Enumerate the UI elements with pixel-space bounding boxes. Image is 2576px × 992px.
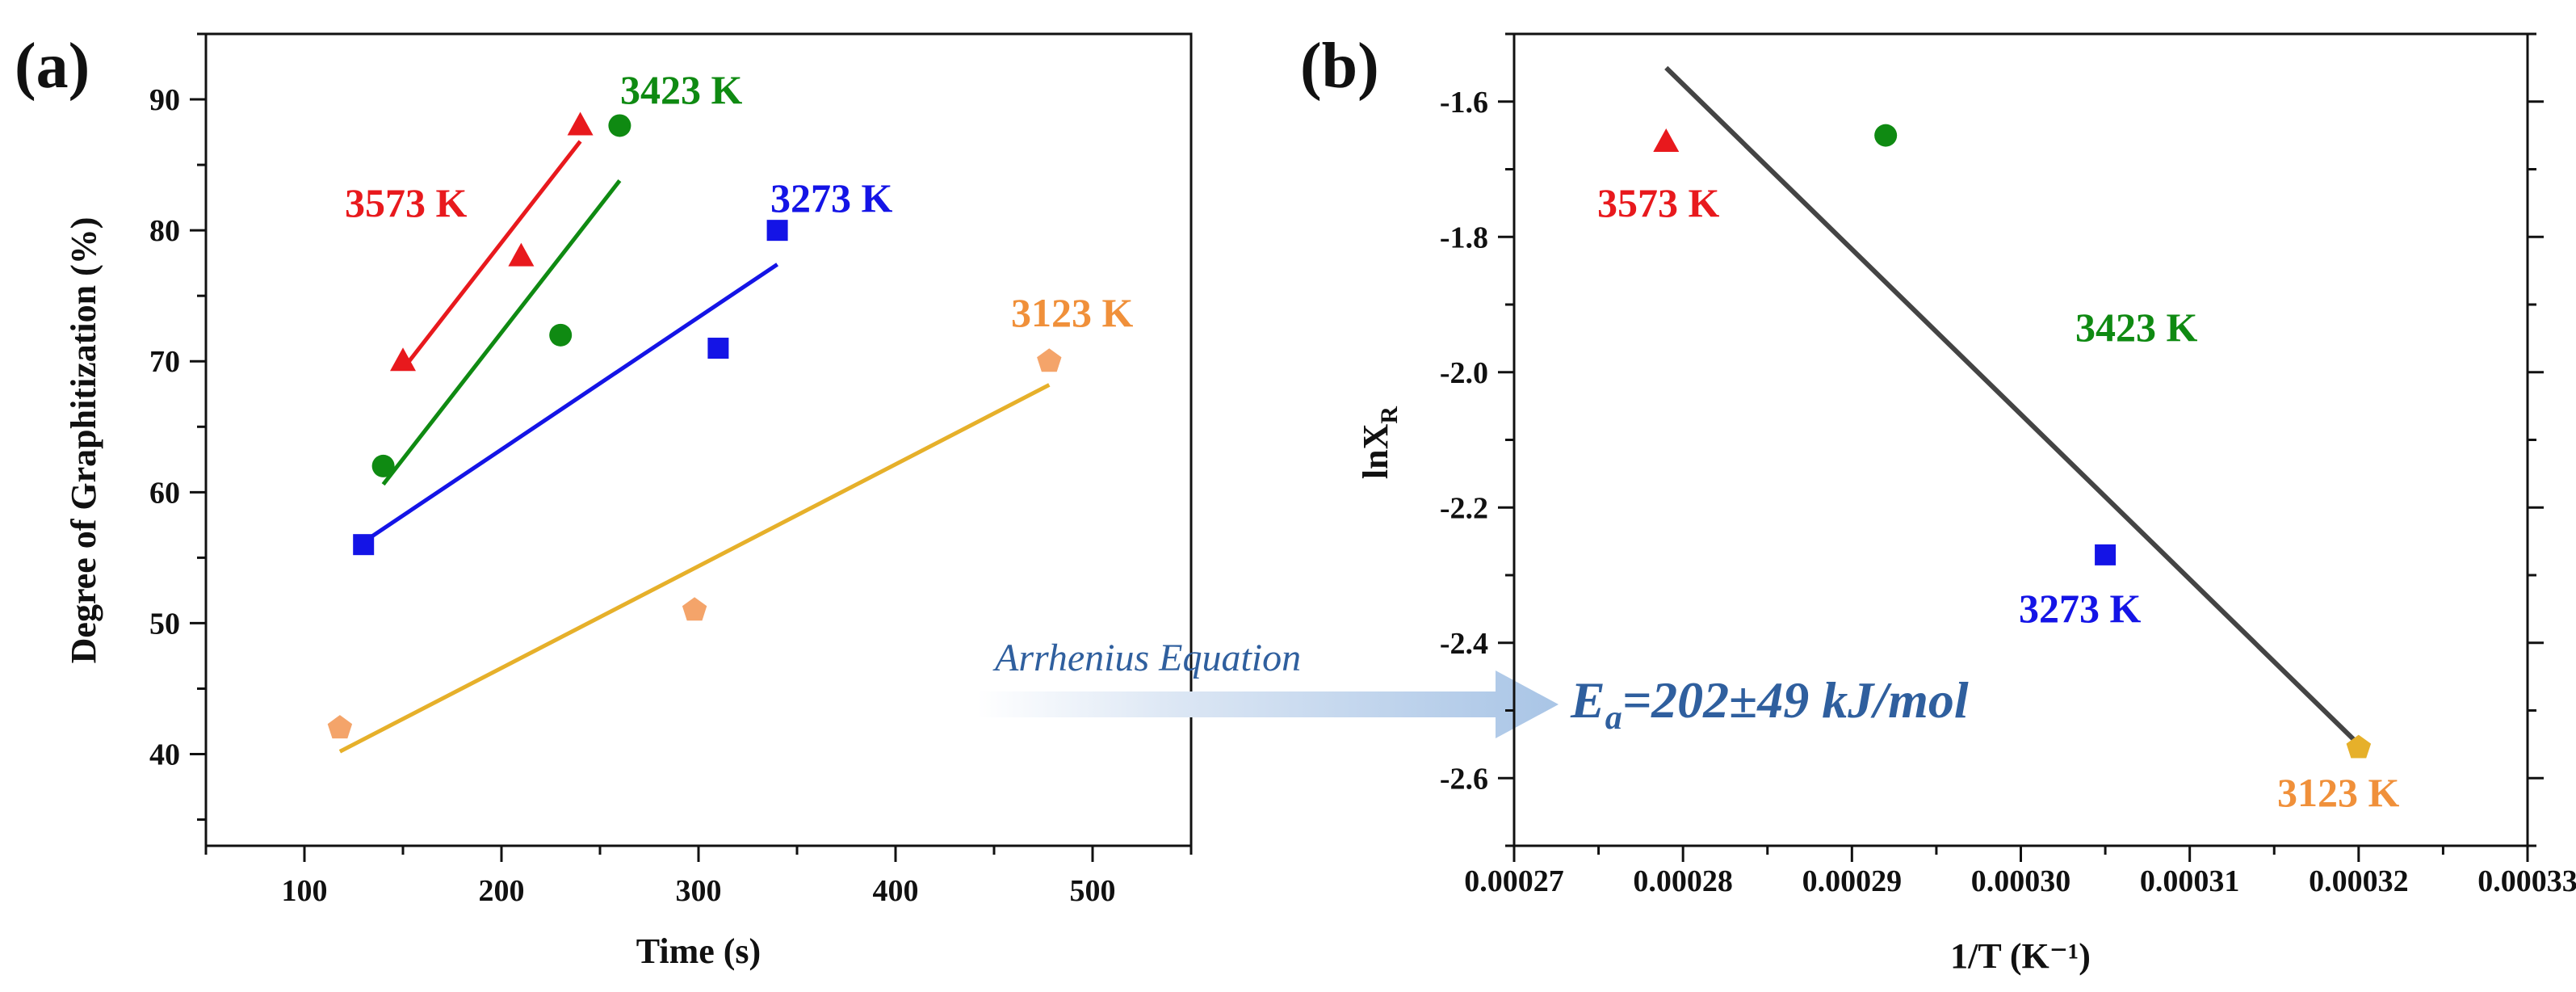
panel-b-x-title: 1/T (K⁻¹) <box>1950 936 2091 976</box>
panel-a-frame <box>204 32 1193 847</box>
data-point-3423K <box>1874 124 1898 147</box>
data-point-3123K <box>327 715 353 739</box>
x-tick-label: 500 <box>1070 874 1116 908</box>
arrhenius-label: Arrhenius Equation <box>992 637 1301 679</box>
panel-b-fit-line <box>1664 65 2360 746</box>
label-a-3273: 3273 K <box>770 175 893 221</box>
panel-b-y-title-sub: R <box>1376 406 1403 424</box>
data-point-3423K <box>371 454 395 477</box>
ea-subscript: a <box>1605 700 1622 737</box>
label-b-3273: 3273 K <box>2019 586 2142 631</box>
fit-line-3423K <box>381 179 622 486</box>
fit-line-3123K <box>338 383 1051 754</box>
data-point-3123K <box>682 597 707 621</box>
data-point-3273K <box>766 220 788 242</box>
fit-line-3573K <box>401 140 582 371</box>
label-a-3123: 3123 K <box>1011 290 1134 335</box>
label-b-3123: 3123 K <box>2277 770 2400 815</box>
data-point-3273K <box>707 338 729 359</box>
activation-energy-text: Ea=202±49 kJ/mol <box>1570 671 1969 737</box>
y-tick-label: 60 <box>149 476 180 510</box>
y-tick-label: -1.6 <box>1440 86 1488 120</box>
y-tick-label: 70 <box>149 345 180 379</box>
panel-b-y-title-main: lnX <box>1356 423 1395 479</box>
label-b-3573: 3573 K <box>1597 180 1720 225</box>
x-tick-label: 0.00030 <box>1971 864 2071 898</box>
y-tick-label: -1.8 <box>1440 221 1488 254</box>
data-point-3123K <box>2346 734 2372 759</box>
panel-b-label: (b) <box>1300 31 1379 102</box>
panel-b-y-ticks: -1.6 -1.8 -2.0 -2.2 -2.4 -2.6 <box>1440 32 2544 847</box>
data-point-3123K <box>1037 348 1062 372</box>
data-point-3273K <box>2095 544 2117 565</box>
label-a-3573: 3573 K <box>345 180 468 225</box>
y-tick-label: -2.4 <box>1440 627 1488 661</box>
data-point-3573K <box>567 111 594 136</box>
data-point-3423K <box>608 114 631 137</box>
panel-b-points <box>1653 124 2372 759</box>
label-a-3423: 3423 K <box>620 67 743 112</box>
y-tick-label: 40 <box>149 738 180 772</box>
x-tick-label: 0.00029 <box>1802 864 1903 898</box>
panel-a-x-ticks: 100 200 300 400 500 <box>204 846 1193 908</box>
panel-b-y-title: lnXR <box>1356 406 1403 479</box>
panel-a-x-title: Time (s) <box>636 931 761 971</box>
y-tick-label: 50 <box>149 607 180 641</box>
ea-rest: =202±49 kJ/mol <box>1622 671 1969 729</box>
x-tick-label: 0.00027 <box>1464 864 1564 898</box>
x-tick-label: 0.00031 <box>2140 864 2240 898</box>
x-tick-label: 100 <box>282 874 328 908</box>
panel-a-points <box>327 111 1062 739</box>
y-tick-label: 80 <box>149 214 180 248</box>
panel-b-x-ticks: 0.00027 0.00028 0.00029 0.00030 0.00031 0.000… <box>1464 846 2576 898</box>
data-point-3573K <box>390 347 416 372</box>
y-tick-label: -2.2 <box>1440 491 1488 525</box>
y-tick-label: -2.6 <box>1440 762 1488 796</box>
x-tick-label: 300 <box>676 874 722 908</box>
x-tick-label: 400 <box>873 874 919 908</box>
label-b-3423: 3423 K <box>2075 305 2198 350</box>
panel-a-label: (a) <box>15 31 90 102</box>
arrhenius-fit-line <box>1664 65 2360 746</box>
x-tick-label: 0.00032 <box>2309 864 2409 898</box>
y-tick-label: 90 <box>149 83 180 117</box>
y-tick-label: -2.0 <box>1440 356 1488 390</box>
data-point-3573K <box>1653 128 1680 152</box>
ea-main: E <box>1570 671 1605 729</box>
data-point-3423K <box>549 323 573 347</box>
panel-a-y-ticks: 40 50 60 70 80 90 <box>149 32 206 822</box>
data-point-3573K <box>508 242 535 267</box>
x-tick-label: 0.00028 <box>1633 864 1733 898</box>
panel-a-y-title: Degree of Graphitization (%) <box>64 217 103 664</box>
data-point-3273K <box>353 534 375 556</box>
panel-a-fit-lines <box>338 140 1051 754</box>
arrhenius-arrow <box>977 670 1559 738</box>
x-tick-label: 200 <box>479 874 525 908</box>
fit-line-3273K <box>362 263 778 544</box>
x-tick-label: 0.00033 <box>2477 864 2576 898</box>
